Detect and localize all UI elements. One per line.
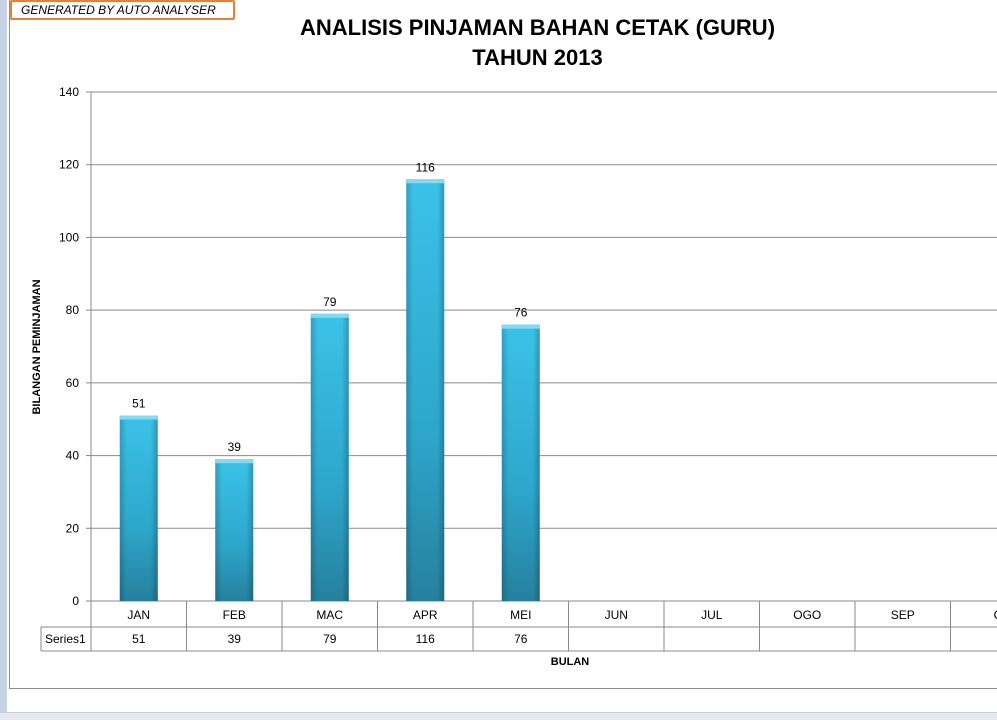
data-table: [40, 601, 997, 652]
bar-cap: [119, 415, 158, 420]
x-tick-label: MAC: [316, 608, 343, 622]
chart-title: ANALISIS PINJAMAN BAHAN CETAK (GURU): [299, 15, 776, 40]
y-tick-label: 40: [66, 449, 80, 463]
y-tick-label: 80: [66, 303, 80, 317]
x-tick-label: O: [994, 608, 997, 622]
y-tick-label: 20: [66, 521, 80, 535]
bar-shading: [406, 179, 445, 601]
table-cell-value: 79: [323, 632, 337, 646]
bar-cap: [215, 459, 254, 464]
x-tick-label: SEP: [891, 608, 915, 622]
x-axis-label: BULAN: [550, 656, 590, 668]
window-edge: [0, 0, 7, 719]
y-tick-label: 60: [66, 376, 80, 390]
data-label: 116: [416, 160, 435, 174]
x-tick-label: FEB: [223, 608, 246, 622]
bar-shading: [501, 324, 540, 601]
x-tick-label: MEI: [510, 608, 531, 622]
x-tick-label: JAN: [127, 608, 150, 622]
bar-cap: [310, 313, 349, 318]
y-tick-label: 120: [59, 158, 79, 172]
data-label: 51: [132, 397, 146, 411]
x-tick-label: OGO: [793, 608, 821, 622]
generated-badge: GENERATED BY AUTO ANALYSER: [10, 0, 235, 20]
bar-shading: [215, 459, 254, 601]
data-label: 76: [514, 306, 528, 320]
x-tick-label: JUN: [605, 608, 628, 622]
table-cell-value: 51: [132, 632, 146, 646]
y-tick-label: 140: [59, 85, 79, 99]
table-cell-value: 39: [228, 632, 242, 646]
bar-cap: [501, 324, 540, 329]
x-tick-label: JUL: [701, 608, 723, 622]
bar-shading: [119, 415, 158, 601]
bar-cap: [406, 179, 445, 184]
legend-series-label: Series1: [45, 632, 86, 646]
data-label: 39: [228, 440, 242, 454]
chart-area: [9, 0, 997, 689]
table-cell-value: 76: [514, 632, 528, 646]
y-tick-label: 100: [59, 230, 79, 244]
x-tick-label: APR: [413, 608, 438, 622]
bar-shading: [310, 313, 349, 601]
y-tick-label: 0: [72, 594, 79, 608]
chart-subtitle: TAHUN 2013: [472, 45, 603, 70]
bars: [119, 179, 540, 601]
data-label: 79: [323, 295, 337, 309]
sheet-tab-strip: [0, 712, 997, 720]
table-cell-value: 116: [416, 632, 435, 646]
labels: 0 20 40 60 80 100 120 140 Series1 JAN 51 51 FEB 39 39 M…: [45, 85, 997, 646]
